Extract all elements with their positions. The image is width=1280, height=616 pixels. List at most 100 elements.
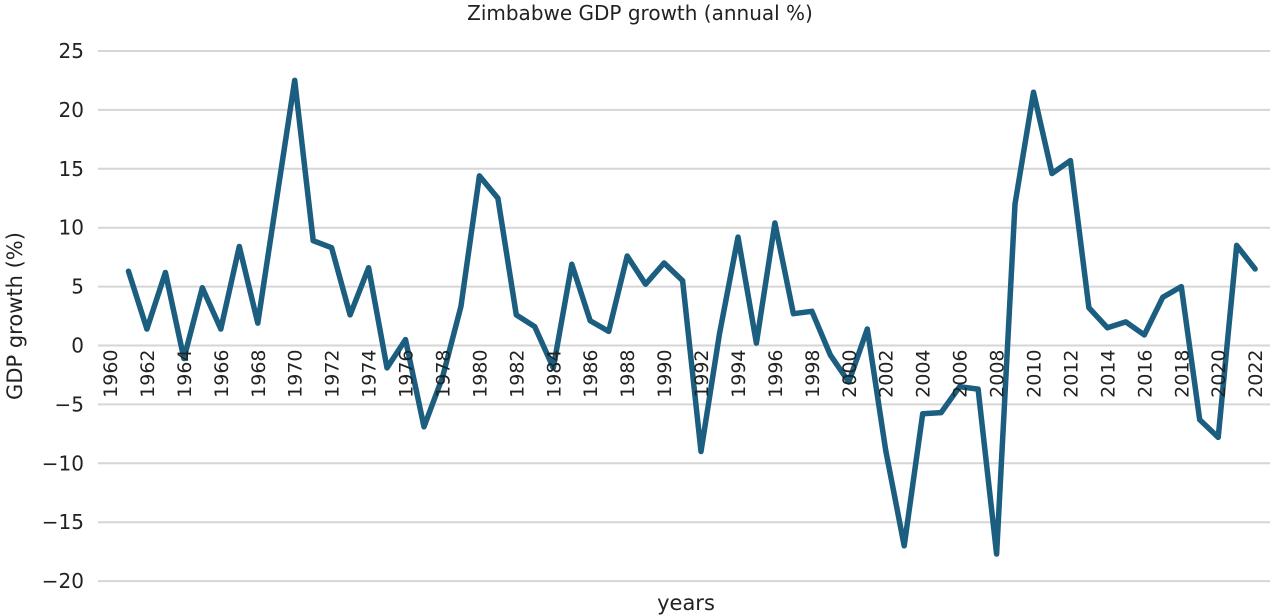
x-tick-label: 1970 [285, 350, 307, 398]
data-point [606, 328, 612, 334]
data-point [957, 384, 963, 390]
x-tick-label: 1996 [765, 350, 787, 398]
data-point [458, 304, 464, 310]
x-tick-label: 2002 [876, 350, 898, 398]
data-point [1178, 284, 1184, 290]
data-point [1197, 417, 1203, 423]
series-line [125, 77, 1258, 557]
data-point [920, 411, 926, 417]
data-point [273, 199, 279, 205]
x-tick-label: 1980 [469, 350, 491, 398]
x-tick-label: 1984 [543, 350, 565, 398]
x-tick-label: 2008 [987, 350, 1009, 398]
data-point [569, 261, 575, 267]
x-tick-label: 1998 [802, 350, 824, 398]
x-tick-label: 1978 [432, 350, 454, 398]
x-tick-label: 1994 [728, 350, 750, 398]
data-point [403, 337, 409, 343]
x-tick-label: 1972 [322, 350, 344, 398]
data-point [421, 424, 427, 430]
y-tick-label: 10 [59, 216, 84, 240]
data-point [717, 331, 723, 337]
data-point [846, 379, 852, 385]
data-point [1252, 266, 1258, 272]
data-point [975, 386, 981, 392]
data-point [624, 253, 630, 259]
x-tick-label: 2014 [1097, 350, 1119, 398]
data-point [550, 365, 556, 371]
y-tick-label: −5 [55, 392, 84, 416]
x-axis-label: years [657, 591, 715, 615]
data-point [1012, 201, 1018, 207]
y-tick-label: −10 [42, 451, 84, 475]
x-tick-label: 1966 [211, 350, 233, 398]
data-point [735, 234, 741, 240]
data-point [698, 449, 704, 455]
x-tick-label: 2006 [950, 350, 972, 398]
data-point [1086, 305, 1092, 311]
x-tick-label: 1990 [654, 350, 676, 398]
data-point [1215, 434, 1221, 440]
data-point [1049, 171, 1055, 177]
x-tick-label: 1992 [691, 350, 713, 398]
data-point [218, 326, 224, 332]
data-point [790, 311, 796, 317]
data-point [495, 195, 501, 201]
data-point [144, 326, 150, 332]
x-tick-label: 1976 [396, 350, 418, 398]
data-point [329, 245, 335, 251]
data-point [513, 312, 519, 318]
data-point [1123, 319, 1129, 325]
data-point [772, 220, 778, 226]
y-tick-label: 0 [71, 334, 84, 358]
data-point [1141, 332, 1147, 338]
x-tick-label: 1962 [137, 350, 159, 398]
data-point [643, 281, 649, 287]
data-point [883, 447, 889, 453]
x-tick-label: 2020 [1208, 350, 1230, 398]
data-point [347, 312, 353, 318]
data-point [384, 365, 390, 371]
data-point [532, 324, 538, 330]
y-tick-label: 25 [59, 39, 84, 63]
y-tick-label: −15 [42, 510, 84, 534]
x-tick-label: 1974 [359, 350, 381, 398]
data-point [1104, 325, 1110, 331]
data-point [1234, 242, 1240, 248]
data-point [255, 320, 261, 326]
data-point [809, 308, 815, 314]
data-point [827, 352, 833, 358]
data-point [125, 268, 131, 274]
data-point [199, 285, 205, 291]
x-tick-label: 1964 [174, 350, 196, 398]
x-tick-label: 1986 [580, 350, 602, 398]
y-tick-label: 20 [59, 98, 84, 122]
data-point [587, 318, 593, 324]
x-tick-label: 2016 [1134, 350, 1156, 398]
y-tick-label: 15 [59, 157, 84, 181]
y-tick-label: 5 [71, 275, 84, 299]
x-tick-label: 1982 [506, 350, 528, 398]
x-tick-label: 1968 [248, 350, 270, 398]
data-point [1031, 89, 1036, 95]
data-point [181, 355, 187, 361]
data-point [162, 269, 168, 275]
x-tick-label: 2022 [1245, 350, 1267, 398]
x-tick-label: 2010 [1024, 350, 1046, 398]
x-tick-label: 1960 [100, 350, 122, 398]
data-point [236, 244, 242, 250]
data-point [994, 551, 1000, 557]
x-tick-label: 2018 [1171, 350, 1193, 398]
data-point [439, 374, 445, 380]
y-axis-label: GDP growth (%) [3, 232, 27, 400]
x-tick-label: 2000 [839, 350, 861, 398]
data-point [366, 265, 372, 271]
x-tick-label: 2012 [1060, 350, 1082, 398]
data-point [310, 238, 316, 244]
data-point [292, 77, 298, 83]
y-tick-label: −20 [42, 569, 84, 593]
data-point [1067, 158, 1073, 164]
data-point [864, 326, 870, 332]
